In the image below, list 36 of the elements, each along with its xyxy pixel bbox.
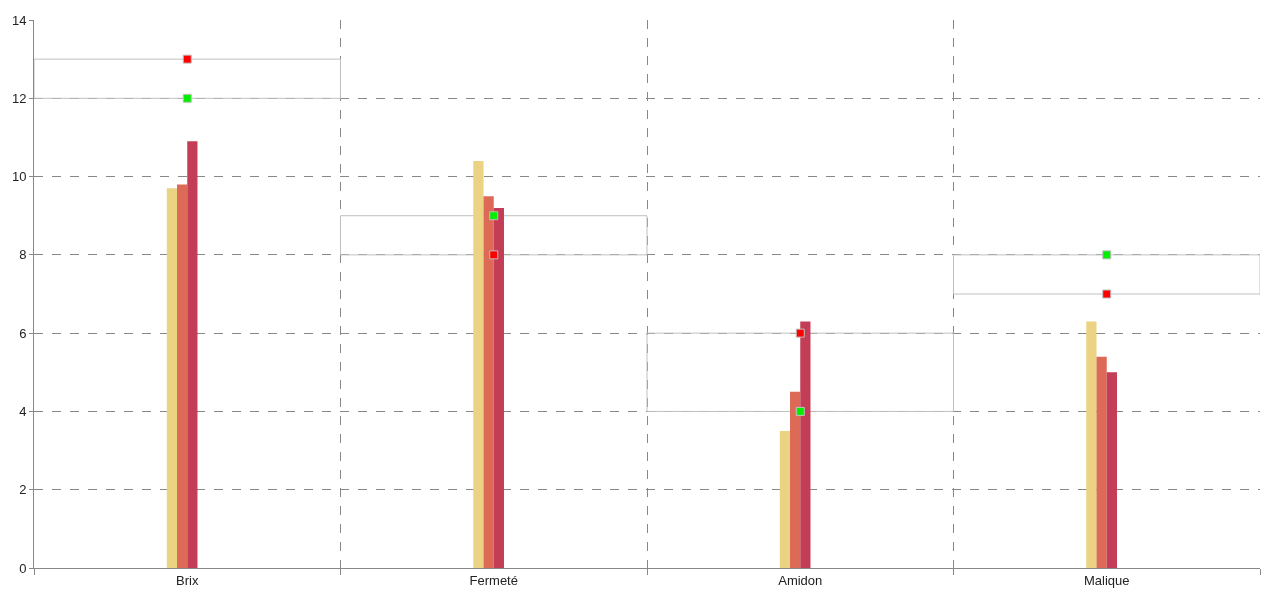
bar bbox=[340, 215, 648, 256]
y-tick-label: 0 bbox=[19, 560, 27, 576]
bar bbox=[483, 196, 494, 568]
y-tick-label: 6 bbox=[19, 325, 27, 341]
y-tick-label: 8 bbox=[19, 247, 27, 263]
bar bbox=[779, 431, 791, 568]
y-tick-label: 4 bbox=[19, 403, 27, 419]
bar bbox=[473, 160, 484, 568]
x-tick-label: Amidon bbox=[778, 572, 823, 588]
bar bbox=[790, 391, 801, 568]
y-tick-label: 10 bbox=[11, 169, 27, 185]
point bbox=[489, 250, 499, 260]
bar bbox=[166, 188, 178, 568]
bar bbox=[953, 254, 1260, 295]
y-tick-label: 12 bbox=[11, 90, 27, 106]
bar bbox=[187, 141, 198, 568]
point bbox=[795, 328, 805, 338]
bar bbox=[1106, 372, 1117, 568]
bar bbox=[34, 58, 341, 99]
point bbox=[489, 211, 499, 221]
bar bbox=[646, 332, 954, 412]
point bbox=[795, 406, 805, 416]
bar bbox=[800, 321, 811, 568]
point bbox=[182, 54, 192, 64]
x-tick-label: Malique bbox=[1083, 572, 1130, 588]
bar bbox=[493, 207, 504, 568]
bar bbox=[177, 184, 188, 568]
y-tick-label: 2 bbox=[19, 482, 27, 498]
bar bbox=[1096, 356, 1107, 568]
point bbox=[1102, 250, 1112, 260]
x-tick-label: Brix bbox=[176, 572, 199, 588]
point bbox=[1102, 289, 1112, 299]
y-tick-label: 14 bbox=[11, 12, 27, 28]
point bbox=[182, 93, 192, 103]
bar bbox=[1086, 321, 1097, 568]
x-tick-label: Fermeté bbox=[469, 572, 518, 588]
